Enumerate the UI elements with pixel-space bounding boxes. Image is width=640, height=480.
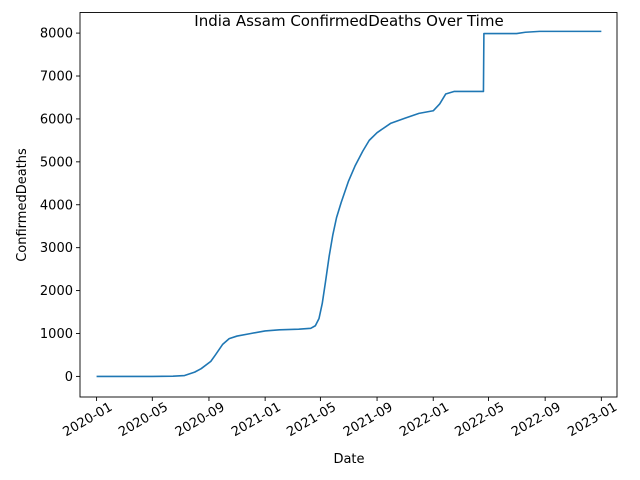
x-tick-label: 2022-05 xyxy=(452,400,507,440)
x-axis-label: Date xyxy=(333,452,364,467)
y-tick-label: 5000 xyxy=(40,155,73,170)
x-axis-ticks: 2020-01 2020-05 2020-09 2021-01 2021-05 2021-… xyxy=(61,397,620,440)
series-line-confirmed-deaths xyxy=(96,30,602,378)
y-tick-label: 6000 xyxy=(40,112,73,127)
x-tick-label: 2022-09 xyxy=(509,400,564,440)
y-tick-label: 8000 xyxy=(40,27,73,42)
x-tick-label: 2020-09 xyxy=(173,400,228,440)
x-tick-label: 2023-01 xyxy=(565,400,620,440)
x-tick-label: 2021-05 xyxy=(284,400,339,440)
x-tick-label: 2022-01 xyxy=(397,400,452,440)
x-tick-label: 2021-09 xyxy=(341,400,396,440)
y-axis-ticks: 0 1000 2000 3000 4000 5000 6000 7000 8000 xyxy=(40,27,80,385)
x-tick-label: 2020-05 xyxy=(116,400,171,440)
y-tick-label: 4000 xyxy=(40,198,73,213)
y-tick-label: 2000 xyxy=(40,284,73,299)
plot-frame xyxy=(79,12,618,398)
x-tick-label: 2020-01 xyxy=(61,400,116,440)
x-tick-label: 2021-01 xyxy=(229,400,284,440)
y-axis-label: ConfirmedDeaths xyxy=(15,148,30,262)
y-tick-label: 3000 xyxy=(40,241,73,256)
y-tick-label: 1000 xyxy=(40,327,73,342)
y-tick-label: 7000 xyxy=(40,70,73,85)
y-tick-label: 0 xyxy=(65,370,73,385)
chart-title: India Assam ConfirmedDeaths Over Time xyxy=(194,12,503,30)
